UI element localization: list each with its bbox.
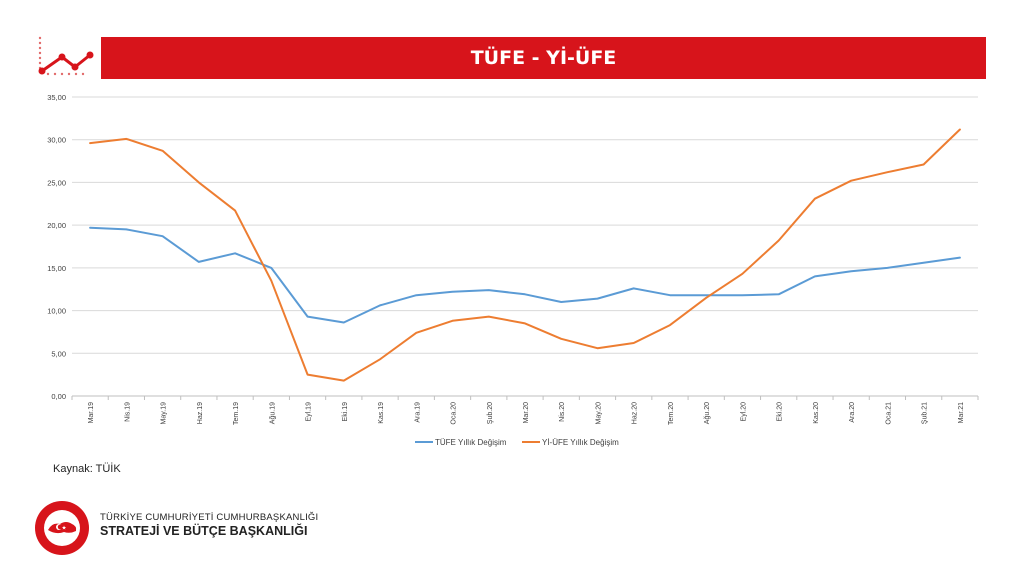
y-tick-label: 30,00 xyxy=(47,136,66,145)
x-tick-label: Kas.19 xyxy=(378,402,385,424)
line-chart: 0,00 5,00 10,00 15,00 20,00 25,00 30,00 35,00 Ma… xyxy=(47,93,979,447)
institution-line1: TÜRKİYE CUMHURİYETİ CUMHURBAŞKANLIĞI xyxy=(100,512,319,523)
x-tick-label: Mar.19 xyxy=(88,402,95,424)
x-tick-label: May.20 xyxy=(595,402,602,425)
y-tick-label: 5,00 xyxy=(51,349,66,358)
x-tick-label: Ağu.20 xyxy=(704,402,711,424)
source-note: Kaynak: TÜİK xyxy=(53,463,121,475)
emblem-seal-icon xyxy=(35,501,89,555)
page-title: TÜFE - Yİ-ÜFE xyxy=(470,47,617,69)
x-tick-label: Oca.21 xyxy=(885,402,892,425)
x-tick-label: Ağu.19 xyxy=(269,402,276,424)
x-tick-label: Eki.20 xyxy=(777,402,784,422)
chart-trend-icon xyxy=(38,36,94,76)
x-tick-label: Nis.19 xyxy=(124,402,131,422)
x-tick-label: Eki.19 xyxy=(342,402,349,422)
y-tick-label: 0,00 xyxy=(51,392,66,401)
x-tick-label: Haz.19 xyxy=(197,402,204,424)
series-line-2 xyxy=(89,128,961,382)
y-tick-label: 10,00 xyxy=(47,307,66,316)
x-tick-label: Mar.20 xyxy=(523,402,530,424)
institution-line2: STRATEJİ VE BÜTÇE BAŞKANLIĞI xyxy=(100,524,308,538)
title-banner: TÜFE - Yİ-ÜFE xyxy=(101,37,986,79)
series-line-1 xyxy=(89,226,961,324)
x-tick-label: Tem.20 xyxy=(668,402,675,425)
x-tick-label: Eyl.20 xyxy=(740,402,747,422)
x-tick-label: Oca.20 xyxy=(451,402,458,425)
x-tick-label: Şub.21 xyxy=(922,402,929,424)
x-tick-label: Tem.19 xyxy=(233,402,240,425)
x-tick-label: Haz.20 xyxy=(632,402,639,424)
legend-label: Yİ-ÜFE Yıllık Değişim xyxy=(542,438,619,447)
legend-label: TÜFE Yıllık Değişim xyxy=(435,438,507,447)
x-tick-label: Kas.20 xyxy=(813,402,820,424)
x-tick-label: Mar.21 xyxy=(958,402,965,424)
y-tick-label: 15,00 xyxy=(47,264,66,273)
x-tick-label: Ara.20 xyxy=(849,402,856,423)
x-tick-label: May.19 xyxy=(161,402,168,425)
y-tick-label: 35,00 xyxy=(47,93,66,102)
x-tick-label: Nis.20 xyxy=(559,402,566,422)
y-tick-label: 20,00 xyxy=(47,221,66,230)
y-tick-label: 25,00 xyxy=(47,178,66,187)
x-tick-label: Ara.19 xyxy=(414,402,421,423)
x-tick-label: Şub.20 xyxy=(487,402,494,424)
x-tick-label: Eyl.19 xyxy=(306,402,313,422)
